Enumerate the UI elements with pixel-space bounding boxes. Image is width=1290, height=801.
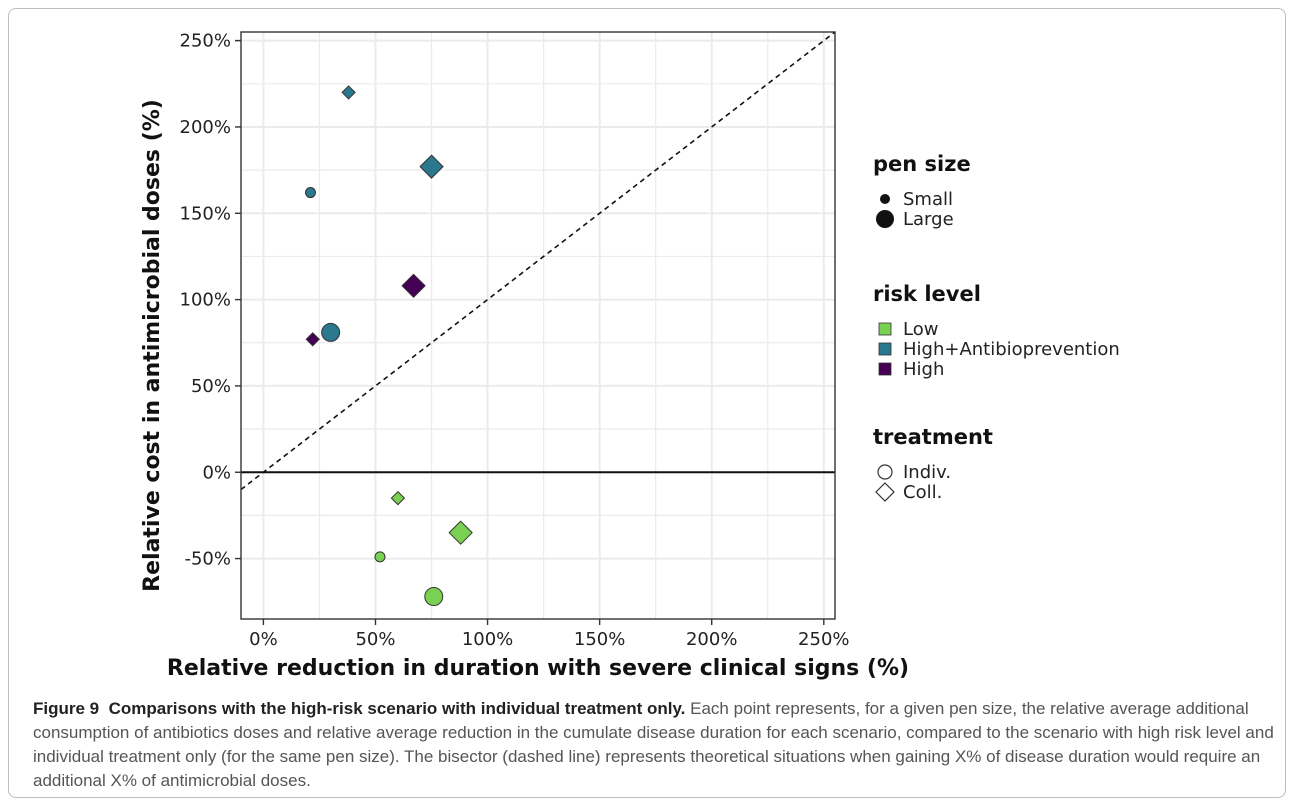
legend-label: High	[903, 359, 944, 380]
legend-label: High+Antibioprevention	[903, 339, 1120, 360]
data-point	[341, 85, 356, 100]
x-tick-label: 100%	[462, 629, 513, 650]
data-point	[305, 332, 320, 347]
legend-label: Indiv.	[903, 462, 951, 483]
legend-key-circle-icon	[877, 464, 893, 480]
y-tick-label: 200%	[180, 117, 231, 138]
caption-title: Comparisons with the high-risk scenario …	[108, 699, 686, 718]
x-tick-label: 250%	[798, 629, 849, 650]
panel-border	[240, 31, 836, 620]
y-tick-label: -50%	[184, 549, 231, 570]
y-tick-label: 0%	[202, 462, 231, 483]
x-axis-title: Relative reduction in duration with seve…	[167, 656, 909, 681]
scatter-chart: 0% 50% 100% 150% 200% 250% -50% 0% 50% 100% 150% 20…	[140, 31, 1120, 681]
legend-label: Low	[903, 319, 938, 340]
legend-title: pen size	[873, 152, 971, 176]
caption-label: Figure 9	[33, 699, 100, 718]
data-point	[419, 154, 444, 179]
y-tick-label: 250%	[180, 31, 231, 52]
legend-key-color	[878, 362, 892, 376]
x-tick-label: 50%	[355, 629, 395, 650]
x-tick-label: 150%	[574, 629, 625, 650]
plot-panel	[241, 32, 835, 619]
x-tick-label: 200%	[686, 629, 737, 650]
legend-key-size	[876, 210, 894, 228]
data-point	[321, 322, 341, 342]
data-point	[304, 187, 316, 199]
legend-label: Coll.	[903, 482, 942, 503]
legend-title: treatment	[873, 425, 993, 449]
figure-frame: 0% 50% 100% 150% 200% 250% -50% 0% 50% 100% 150% 20…	[8, 8, 1286, 798]
y-tick-label: 100%	[180, 290, 231, 311]
legend-title: risk level	[873, 282, 981, 306]
data-point	[390, 490, 406, 506]
data-point	[424, 587, 444, 607]
legend-label: Large	[903, 209, 954, 230]
caption-text: Each point represents, for a given pen s…	[33, 699, 1274, 790]
data-point	[401, 273, 426, 298]
figure-caption: Figure 9 Comparisons with the high-risk …	[33, 697, 1278, 793]
y-axis-title: Relative cost in antimicrobial doses (%)	[140, 99, 165, 592]
data-point	[374, 551, 386, 563]
legend-label: Small	[903, 189, 953, 210]
data-point	[448, 520, 473, 545]
legend-key-diamond-icon	[875, 482, 895, 502]
x-tick-label: 0%	[249, 629, 278, 650]
bisector-line	[241, 32, 835, 491]
y-tick-label: 50%	[191, 376, 231, 397]
y-tick-label: 150%	[180, 203, 231, 224]
legend-key-color	[878, 342, 892, 356]
legend-key-size	[880, 194, 890, 204]
legend-key-color	[878, 322, 892, 336]
